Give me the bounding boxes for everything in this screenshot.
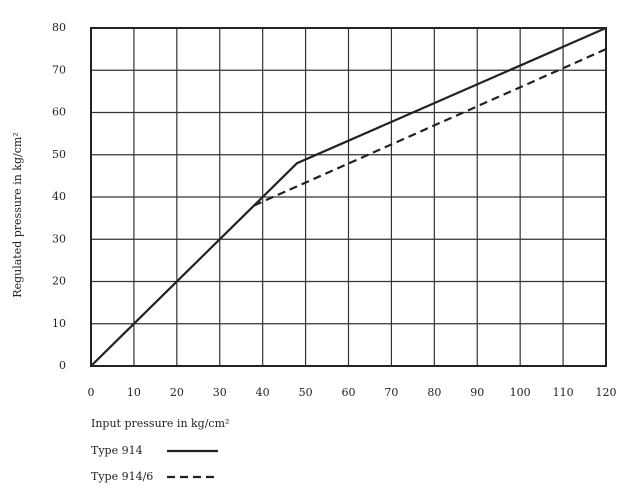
plot-border	[90, 27, 607, 367]
legend-label: Type 914/6	[91, 470, 153, 483]
legend-label: Type 914	[91, 444, 143, 457]
x-tick-label: 10	[127, 386, 141, 399]
x-tick-label: 70	[384, 386, 398, 399]
x-tick-label: 80	[427, 386, 441, 399]
y-tick-label: 50	[52, 148, 66, 161]
x-tick-label: 60	[342, 386, 356, 399]
x-tick-label: 100	[510, 386, 531, 399]
x-tick-label: 40	[256, 386, 270, 399]
series-line	[90, 26, 607, 367]
series-line	[253, 48, 607, 207]
y-tick-label: 20	[52, 275, 66, 288]
y-tick-label: 10	[52, 317, 66, 330]
x-tick-label: 50	[299, 386, 313, 399]
y-tick-label: 70	[52, 63, 66, 76]
x-tick-label: 90	[470, 386, 484, 399]
x-tick-label: 20	[170, 386, 184, 399]
x-tick-label: 110	[553, 386, 574, 399]
y-tick-label: 80	[52, 21, 66, 34]
y-tick-label: 0	[59, 359, 66, 372]
x-tick-label: 120	[596, 386, 617, 399]
x-axis-label: Input pressure in kg/cm²	[91, 417, 229, 430]
y-axis-label: Regulated pressure in kg/cm²	[11, 132, 24, 297]
x-tick-label: 0	[88, 386, 95, 399]
y-tick-label: 60	[52, 106, 66, 119]
y-tick-label: 40	[52, 190, 66, 203]
y-tick-label: 30	[52, 232, 66, 245]
x-tick-label: 30	[213, 386, 227, 399]
